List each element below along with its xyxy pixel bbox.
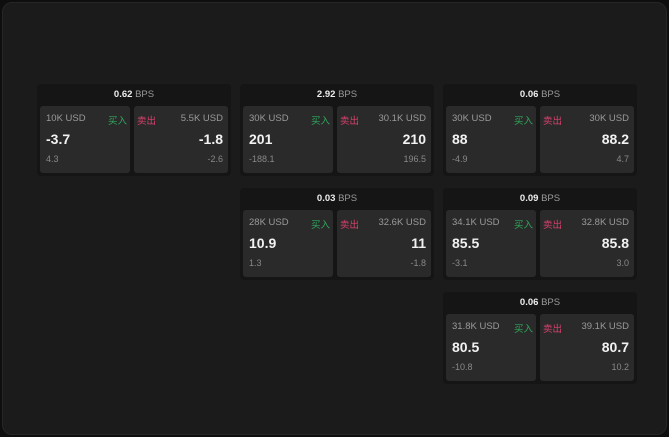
quote-widget: 0.09 BPS 34.1K USD 买入 85.5 -3.1 卖出 32.8K… — [443, 188, 637, 280]
sell-label: 卖出 — [543, 116, 563, 127]
buy-label: 买入 — [513, 220, 533, 231]
sell-button[interactable]: 卖出 5.5K USD -1.8 -2.6 — [134, 106, 228, 173]
sell-button[interactable]: 卖出 39.1K USD 80.7 10.2 — [540, 314, 634, 381]
spread-value: 2.92 — [316, 89, 336, 100]
ask-size: 32.6K USD — [378, 217, 426, 228]
bid-size: 34.1K USD — [452, 217, 500, 228]
quote-widget: 2.92 BPS 30K USD 买入 201 -188.1 卖出 30.1K … — [240, 84, 434, 176]
ask-price: 80.7 — [601, 339, 629, 355]
spread-value: 0.62 — [113, 89, 133, 100]
bid-change: -10.8 — [452, 362, 473, 372]
quote-widget: 0.03 BPS 28K USD 买入 10.9 1.3 卖出 32.6K US… — [240, 188, 434, 280]
buy-button[interactable]: 28K USD 买入 10.9 1.3 — [243, 210, 333, 277]
ask-price: 11 — [411, 235, 426, 251]
spread-value: 0.06 — [519, 297, 539, 308]
bid-change: 4.3 — [46, 154, 59, 164]
ask-change: 3.0 — [616, 258, 629, 268]
quote-widget: 0.06 BPS 30K USD 买入 88 -4.9 卖出 30K USD 8… — [443, 84, 637, 176]
sell-label: 卖出 — [543, 324, 563, 335]
bid-size: 31.8K USD — [452, 321, 500, 332]
spread-unit: BPS — [541, 193, 561, 204]
buy-label: 买入 — [513, 116, 533, 127]
sell-button[interactable]: 卖出 30.1K USD 210 196.5 — [337, 106, 431, 173]
sell-label: 卖出 — [543, 220, 563, 231]
quote-widget: 0.06 BPS 31.8K USD 买入 80.5 -10.8 卖出 39.1… — [443, 292, 637, 384]
sell-label: 卖出 — [340, 116, 360, 127]
ask-size: 5.5K USD — [180, 113, 223, 124]
bid-change: 1.3 — [249, 258, 262, 268]
spread-unit: BPS — [135, 89, 155, 100]
buy-label: 买入 — [107, 116, 127, 127]
bid-change: -188.1 — [249, 154, 275, 164]
spread-value: 0.03 — [316, 193, 336, 204]
spread-value: 0.09 — [519, 193, 539, 204]
bid-size: 10K USD — [46, 113, 86, 124]
ask-change: -2.6 — [207, 154, 223, 164]
quote-widget: 0.62 BPS 10K USD 买入 -3.7 4.3 卖出 5.5K USD… — [37, 84, 231, 176]
ask-size: 30K USD — [589, 113, 629, 124]
bid-price: 88 — [452, 131, 468, 147]
bid-price: -3.7 — [46, 131, 71, 147]
sell-button[interactable]: 卖出 32.8K USD 85.8 3.0 — [540, 210, 634, 277]
spread-unit: BPS — [338, 89, 358, 100]
spread-header: 0.62 BPS — [37, 84, 231, 105]
spread-unit: BPS — [541, 297, 561, 308]
ask-price: 85.8 — [601, 235, 629, 251]
buy-button[interactable]: 30K USD 买入 201 -188.1 — [243, 106, 333, 173]
ask-change: 196.5 — [403, 154, 426, 164]
ask-change: 4.7 — [616, 154, 629, 164]
spread-unit: BPS — [541, 89, 561, 100]
spread-header: 2.92 BPS — [240, 84, 434, 105]
bid-change: -4.9 — [452, 154, 468, 164]
spread-header: 0.06 BPS — [443, 292, 637, 313]
buy-button[interactable]: 30K USD 买入 88 -4.9 — [446, 106, 536, 173]
sell-label: 卖出 — [340, 220, 360, 231]
bid-price: 85.5 — [452, 235, 480, 251]
ask-change: 10.2 — [611, 362, 629, 372]
bid-size: 30K USD — [452, 113, 492, 124]
buy-label: 买入 — [310, 116, 330, 127]
ask-price: -1.8 — [198, 131, 223, 147]
spread-header: 0.06 BPS — [443, 84, 637, 105]
ask-price: 88.2 — [601, 131, 629, 147]
spread-header: 0.09 BPS — [443, 188, 637, 209]
bid-size: 30K USD — [249, 113, 289, 124]
bid-price: 10.9 — [249, 235, 277, 251]
bid-price: 201 — [249, 131, 273, 147]
buy-button[interactable]: 34.1K USD 买入 85.5 -3.1 — [446, 210, 536, 277]
bid-size: 28K USD — [249, 217, 289, 228]
buy-label: 买入 — [513, 324, 533, 335]
ask-price: 210 — [402, 131, 426, 147]
buy-button[interactable]: 31.8K USD 买入 80.5 -10.8 — [446, 314, 536, 381]
ask-size: 30.1K USD — [378, 113, 426, 124]
ask-change: -1.8 — [410, 258, 426, 268]
sell-label: 卖出 — [137, 116, 157, 127]
sell-button[interactable]: 卖出 32.6K USD 11 -1.8 — [337, 210, 431, 277]
bid-change: -3.1 — [452, 258, 468, 268]
buy-label: 买入 — [310, 220, 330, 231]
bid-price: 80.5 — [452, 339, 480, 355]
spread-unit: BPS — [338, 193, 358, 204]
buy-button[interactable]: 10K USD 买入 -3.7 4.3 — [40, 106, 130, 173]
ask-size: 32.8K USD — [581, 217, 629, 228]
spread-header: 0.03 BPS — [240, 188, 434, 209]
spread-value: 0.06 — [519, 89, 539, 100]
sell-button[interactable]: 卖出 30K USD 88.2 4.7 — [540, 106, 634, 173]
ask-size: 39.1K USD — [581, 321, 629, 332]
